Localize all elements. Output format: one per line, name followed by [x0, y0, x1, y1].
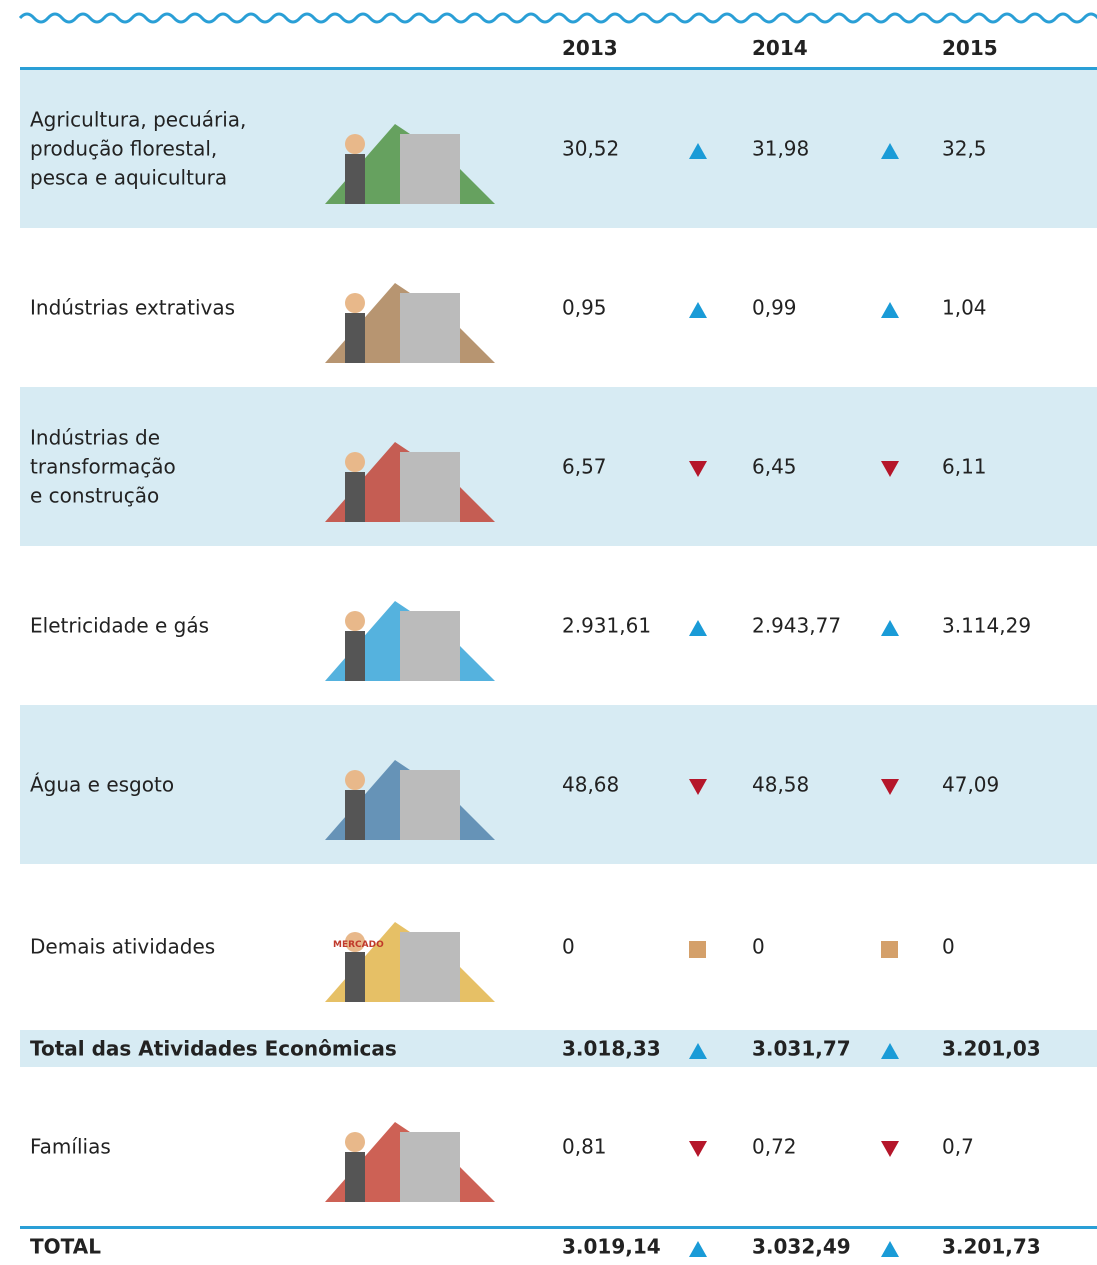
trend-shape [689, 620, 707, 636]
row-label: Demais atividades [30, 933, 215, 962]
trend-icon [880, 1041, 900, 1061]
illustration [305, 84, 505, 214]
value: 0 [562, 933, 575, 962]
table-row: TOTAL 3.019,14 3.032,49 3.201,73 [20, 1229, 1097, 1265]
row-label: Famílias [30, 1132, 111, 1161]
trend-icon [880, 939, 900, 959]
value: 3.201,73 [942, 1233, 1041, 1262]
trend-icon [688, 300, 708, 320]
value: 3.201,03 [942, 1034, 1041, 1063]
value: 2.943,77 [752, 611, 841, 640]
trend-icon [880, 618, 900, 638]
row-label: Indústrias de transformação e construção [30, 423, 176, 510]
value: 3.019,14 [562, 1233, 661, 1262]
trend-shape [689, 143, 707, 159]
trend-shape [881, 1141, 899, 1157]
trend-shape [689, 302, 707, 318]
illustration [305, 561, 505, 691]
page: 2013 2014 2015 Agricultura, pecuária, pr… [0, 0, 1097, 1265]
trend-icon [688, 141, 708, 161]
table-row: Indústrias extrativas 0,95 0,99 1,04 [20, 228, 1097, 387]
trend-shape [881, 302, 899, 318]
trend-icon [880, 777, 900, 797]
trend-icon [688, 1139, 708, 1159]
trend-icon [688, 777, 708, 797]
row-label: Agricultura, pecuária, produção floresta… [30, 106, 246, 193]
value: 31,98 [752, 135, 809, 164]
row-label: TOTAL [30, 1233, 101, 1262]
year-header: 2015 [942, 36, 998, 60]
value: 6,11 [942, 452, 987, 481]
value: 3.031,77 [752, 1034, 851, 1063]
trend-shape [881, 1043, 899, 1059]
trend-shape [689, 461, 707, 477]
trend-shape [689, 1141, 707, 1157]
table-row: Água e esgoto 48,68 48,58 47,09 [20, 705, 1097, 864]
row-label: Eletricidade e gás [30, 611, 209, 640]
illustration [305, 720, 505, 850]
table-row: Agricultura, pecuária, produção floresta… [20, 70, 1097, 228]
trend-shape [881, 941, 898, 958]
table-row: Total das Atividades Econômicas 3.018,33 3… [20, 1030, 1097, 1067]
illustration [305, 1082, 505, 1212]
value: 30,52 [562, 135, 619, 164]
value: 3.114,29 [942, 611, 1031, 640]
trend-shape [881, 620, 899, 636]
value: 0 [942, 933, 955, 962]
illustration: MERCADO [305, 882, 505, 1012]
value: 3.018,33 [562, 1034, 661, 1063]
value: 1,04 [942, 293, 987, 322]
total-rule [20, 1226, 1097, 1229]
value: 32,5 [942, 135, 987, 164]
illustration [305, 243, 505, 373]
year-header: 2014 [752, 36, 808, 60]
value: 3.032,49 [752, 1233, 851, 1262]
trend-shape [881, 461, 899, 477]
trend-icon [880, 141, 900, 161]
row-label: Total das Atividades Econômicas [30, 1034, 397, 1063]
trend-icon [688, 1239, 708, 1259]
illustration [305, 402, 505, 532]
trend-shape [881, 143, 899, 159]
value: 48,58 [752, 770, 809, 799]
trend-icon [880, 300, 900, 320]
illustration-text: MERCADO [333, 940, 384, 950]
row-label: Indústrias extrativas [30, 293, 235, 322]
row-label: Água e esgoto [30, 770, 174, 799]
trend-shape [689, 779, 707, 795]
value: 0,72 [752, 1132, 797, 1161]
wave [0, 4, 1097, 34]
trend-icon [688, 618, 708, 638]
value: 6,57 [562, 452, 607, 481]
value: 2.931,61 [562, 611, 651, 640]
value: 0 [752, 933, 765, 962]
trend-icon [880, 1139, 900, 1159]
trend-shape [689, 1241, 707, 1257]
value: 0,81 [562, 1132, 607, 1161]
trend-shape [689, 1043, 707, 1059]
trend-shape [881, 779, 899, 795]
table-row: Famílias 0,81 0,72 0,7 [20, 1067, 1097, 1226]
value: 6,45 [752, 452, 797, 481]
value: 0,99 [752, 293, 797, 322]
trend-icon [688, 939, 708, 959]
table-row: Eletricidade e gás 2.931,61 2.943,77 3.114,… [20, 546, 1097, 705]
trend-icon [688, 1041, 708, 1061]
trend-icon [880, 459, 900, 479]
trend-icon [688, 459, 708, 479]
value: 48,68 [562, 770, 619, 799]
table-row: Indústrias de transformação e construção… [20, 387, 1097, 546]
value: 0,7 [942, 1132, 974, 1161]
value: 0,95 [562, 293, 607, 322]
table-row: Demais atividades 0 0 0 MERCADO [20, 864, 1097, 1030]
trend-shape [881, 1241, 899, 1257]
trend-shape [689, 941, 706, 958]
trend-icon [880, 1239, 900, 1259]
year-header: 2013 [562, 36, 618, 60]
value: 47,09 [942, 770, 999, 799]
